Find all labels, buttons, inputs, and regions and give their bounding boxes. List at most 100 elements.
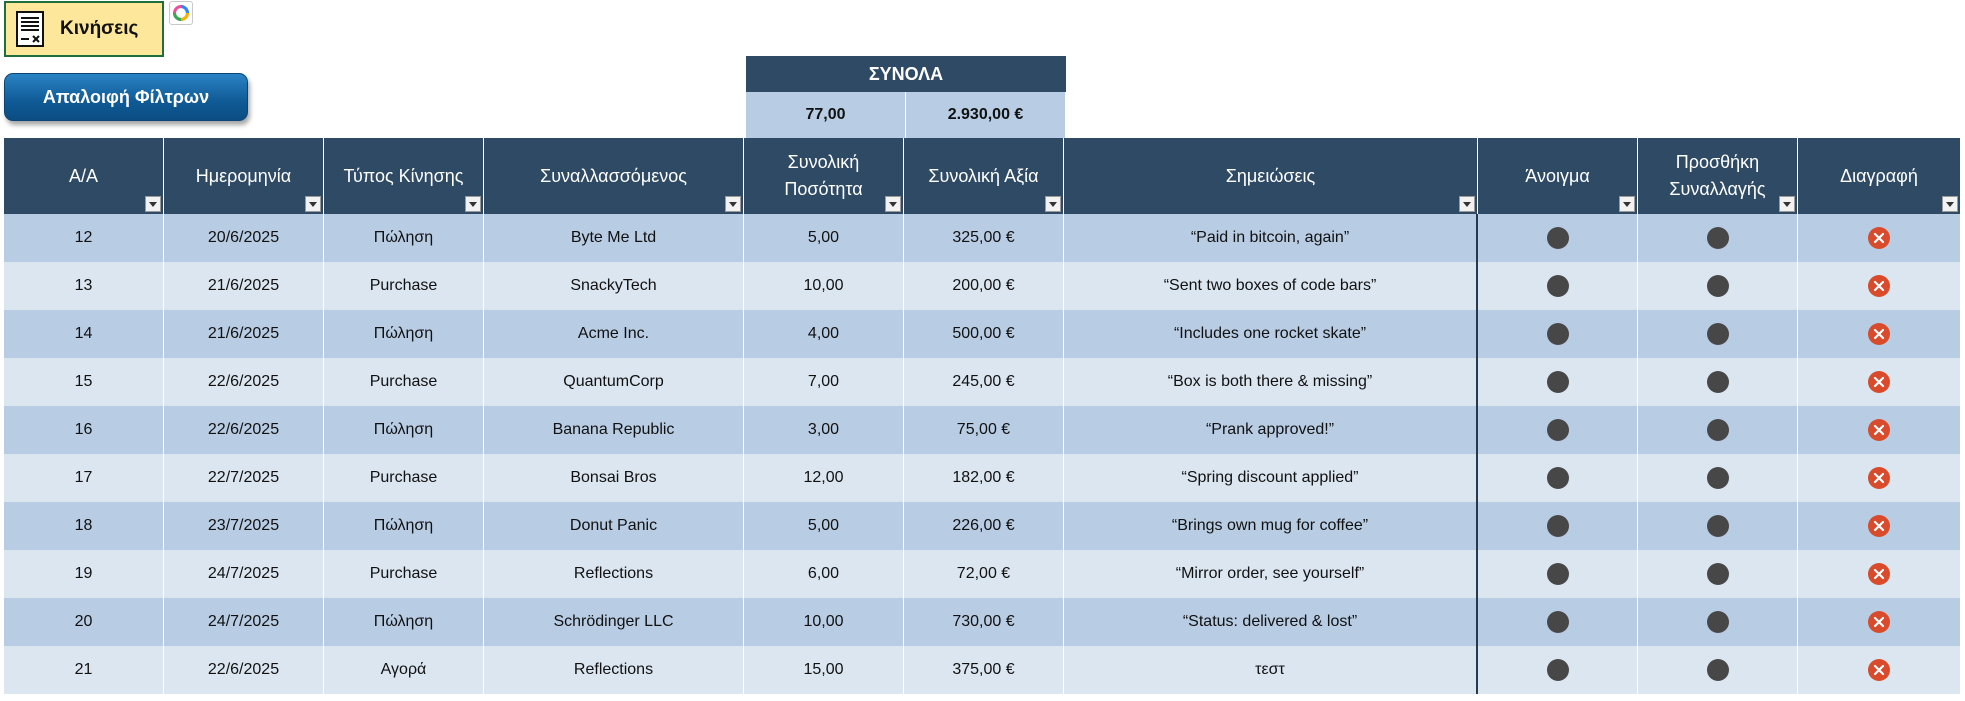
cell-party: SnackyTech bbox=[484, 262, 744, 310]
close-icon bbox=[1873, 472, 1885, 484]
open-button[interactable] bbox=[1546, 611, 1569, 633]
cell-type: Purchase bbox=[324, 550, 484, 598]
delete-button[interactable] bbox=[1868, 467, 1890, 489]
open-button[interactable] bbox=[1546, 323, 1569, 345]
delete-button[interactable] bbox=[1868, 227, 1890, 249]
table-row[interactable]: 18 23/7/2025 Πώληση Donut Panic 5,00 226,00 €… bbox=[4, 502, 1961, 550]
table-row[interactable]: 21 22/6/2025 Αγορά Reflections 15,00 375,00 €… bbox=[4, 646, 1961, 694]
table-row[interactable]: 12 20/6/2025 Πώληση Byte Me Ltd 5,00 325,00 €… bbox=[4, 214, 1961, 262]
add-transaction-button[interactable] bbox=[1706, 371, 1729, 393]
table-row[interactable]: 20 24/7/2025 Πώληση Schrödinger LLC 10,00 730… bbox=[4, 598, 1961, 646]
open-button[interactable] bbox=[1546, 275, 1569, 297]
header-label: Διαγραφή bbox=[1840, 165, 1918, 186]
add-transaction-button[interactable] bbox=[1706, 323, 1729, 345]
open-button[interactable] bbox=[1546, 419, 1569, 441]
add-transaction-button[interactable] bbox=[1706, 227, 1729, 249]
table-row[interactable]: 15 22/6/2025 Purchase QuantumCorp 7,00 245,00… bbox=[4, 358, 1961, 406]
header-label: Συνολική Ποσότητα bbox=[784, 152, 863, 199]
copilot-icon[interactable] bbox=[169, 1, 193, 25]
add-transaction-button[interactable] bbox=[1706, 611, 1729, 633]
cell-value: 75,00 € bbox=[904, 406, 1064, 454]
cell-notes: “Box is both there & missing” bbox=[1064, 358, 1478, 406]
totals-header: ΣΥΝΟΛΑ bbox=[746, 56, 1066, 92]
cell-notes: “Prank approved!” bbox=[1064, 406, 1478, 454]
open-button[interactable] bbox=[1546, 563, 1569, 585]
open-button[interactable] bbox=[1546, 515, 1569, 537]
cell-value: 730,00 € bbox=[904, 598, 1064, 646]
delete-button[interactable] bbox=[1868, 659, 1890, 681]
delete-button[interactable] bbox=[1868, 419, 1890, 441]
add-transaction-cell bbox=[1638, 598, 1798, 646]
total-quantity: 77,00 bbox=[746, 92, 906, 138]
add-transaction-button[interactable] bbox=[1706, 419, 1729, 441]
filter-dropdown-button[interactable] bbox=[465, 196, 481, 212]
delete-button-cell bbox=[1798, 406, 1961, 454]
cell-value: 375,00 € bbox=[904, 646, 1064, 694]
delete-button-cell bbox=[1798, 550, 1961, 598]
delete-button-cell bbox=[1798, 646, 1961, 694]
cell-type: Πώληση bbox=[324, 598, 484, 646]
filter-dropdown-button[interactable] bbox=[1459, 196, 1475, 212]
open-button-cell bbox=[1478, 358, 1638, 406]
add-transaction-cell bbox=[1638, 358, 1798, 406]
cell-date: 22/7/2025 bbox=[164, 454, 324, 502]
cell-party: Bonsai Bros bbox=[484, 454, 744, 502]
add-transaction-button[interactable] bbox=[1706, 563, 1729, 585]
add-transaction-button[interactable] bbox=[1706, 467, 1729, 489]
table-row[interactable]: 19 24/7/2025 Purchase Reflections 6,00 72,00 … bbox=[4, 550, 1961, 598]
open-button[interactable] bbox=[1546, 659, 1569, 681]
table-row[interactable]: 17 22/7/2025 Purchase Bonsai Bros 12,00 182,0… bbox=[4, 454, 1961, 502]
filter-dropdown-button[interactable] bbox=[1779, 196, 1795, 212]
sheet-title-button[interactable]: Κινήσεις bbox=[4, 1, 164, 57]
cell-party: Reflections bbox=[484, 646, 744, 694]
delete-button[interactable] bbox=[1868, 563, 1890, 585]
open-button[interactable] bbox=[1546, 371, 1569, 393]
delete-button[interactable] bbox=[1868, 323, 1890, 345]
add-transaction-cell bbox=[1638, 502, 1798, 550]
filter-dropdown-button[interactable] bbox=[885, 196, 901, 212]
table-row[interactable]: 16 22/6/2025 Πώληση Banana Republic 3,00 75,0… bbox=[4, 406, 1961, 454]
add-transaction-button[interactable] bbox=[1706, 515, 1729, 537]
cell-value: 245,00 € bbox=[904, 358, 1064, 406]
add-transaction-cell bbox=[1638, 262, 1798, 310]
delete-button[interactable] bbox=[1868, 371, 1890, 393]
close-icon bbox=[1873, 568, 1885, 580]
table-row[interactable]: 13 21/6/2025 Purchase SnackyTech 10,00 200,00… bbox=[4, 262, 1961, 310]
open-button-cell bbox=[1478, 262, 1638, 310]
open-button[interactable] bbox=[1546, 227, 1569, 249]
close-icon bbox=[1873, 280, 1885, 292]
filter-dropdown-button[interactable] bbox=[1619, 196, 1635, 212]
cell-value: 72,00 € bbox=[904, 550, 1064, 598]
cell-party: QuantumCorp bbox=[484, 358, 744, 406]
header-label: Συναλλασσόμενος bbox=[540, 165, 687, 186]
open-button[interactable] bbox=[1546, 467, 1569, 489]
header-label: Α/Α bbox=[68, 165, 98, 186]
filter-dropdown-button[interactable] bbox=[725, 196, 741, 212]
add-transaction-cell bbox=[1638, 214, 1798, 262]
filter-dropdown-button[interactable] bbox=[1045, 196, 1061, 212]
cell-aa: 17 bbox=[4, 454, 164, 502]
delete-button[interactable] bbox=[1868, 275, 1890, 297]
delete-button[interactable] bbox=[1868, 515, 1890, 537]
delete-button[interactable] bbox=[1868, 611, 1890, 633]
open-button-cell bbox=[1478, 550, 1638, 598]
cell-type: Πώληση bbox=[324, 214, 484, 262]
total-value: 2.930,00 € bbox=[906, 92, 1066, 138]
cell-quantity: 10,00 bbox=[744, 262, 904, 310]
cell-quantity: 12,00 bbox=[744, 454, 904, 502]
cell-aa: 14 bbox=[4, 310, 164, 358]
filter-dropdown-button[interactable] bbox=[1942, 196, 1958, 212]
table-row[interactable]: 14 21/6/2025 Πώληση Acme Inc. 4,00 500,00 € “I… bbox=[4, 310, 1961, 358]
header-label: Σημειώσεις bbox=[1225, 165, 1316, 186]
cell-type: Πώληση bbox=[324, 310, 484, 358]
header-party: Συναλλασσόμενος bbox=[484, 138, 744, 214]
clear-filters-button[interactable]: Απαλοιφή Φίλτρων bbox=[4, 73, 248, 121]
delete-button-cell bbox=[1798, 358, 1961, 406]
filter-dropdown-button[interactable] bbox=[305, 196, 321, 212]
cell-date: 23/7/2025 bbox=[164, 502, 324, 550]
filter-dropdown-button[interactable] bbox=[145, 196, 161, 212]
add-transaction-button[interactable] bbox=[1706, 275, 1729, 297]
add-transaction-button[interactable] bbox=[1706, 659, 1729, 681]
header-open: Άνοιγμα bbox=[1478, 138, 1638, 214]
copilot-logo-icon bbox=[173, 5, 189, 21]
